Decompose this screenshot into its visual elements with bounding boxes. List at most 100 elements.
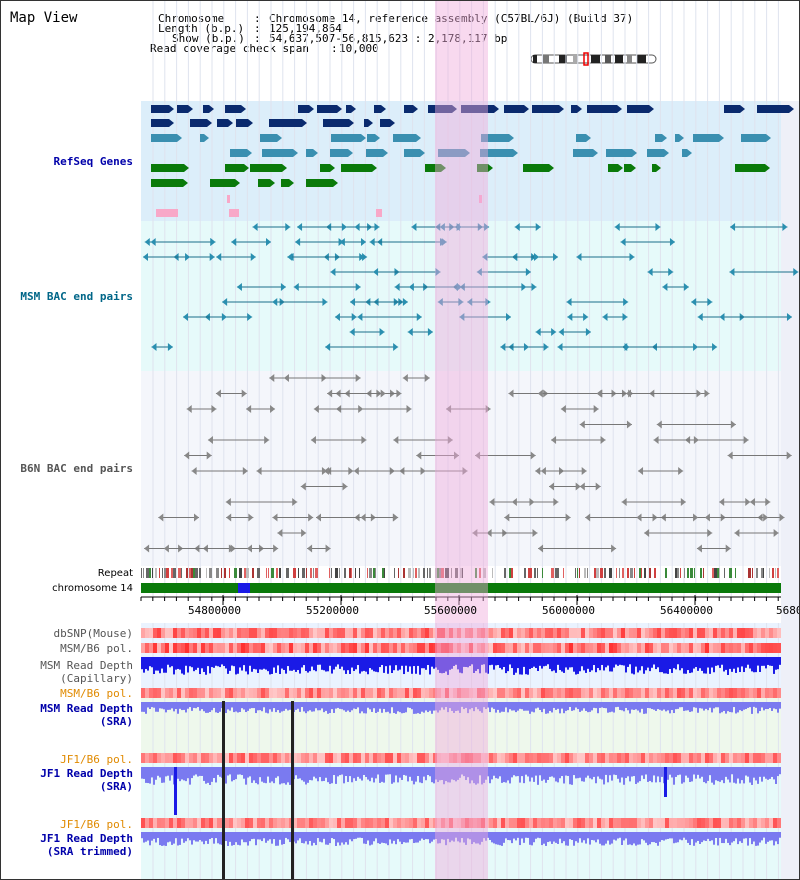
polymorphism-cell [577, 688, 581, 698]
polymorphism-cell [185, 818, 189, 828]
polymorphism-cell [741, 628, 745, 638]
read-depth-bar [359, 832, 361, 838]
read-depth-bar [657, 702, 659, 710]
bac-end-icon [287, 253, 293, 261]
read-depth-bar [245, 702, 247, 713]
polymorphism-cell [745, 818, 749, 828]
polymorphism-cell [437, 643, 441, 653]
polymorphism-cell [553, 753, 557, 763]
repeat-feature [748, 568, 751, 578]
read-depth-bar [753, 832, 755, 842]
read-depth-bar [523, 702, 525, 711]
dbsnp-label[interactable]: dbSNP(Mouse) [53, 627, 133, 640]
polymorphism-cell [429, 628, 433, 638]
refseq-pink-feature [229, 209, 239, 217]
msm-depth-capillary-label[interactable]: MSM Read Depth [40, 659, 133, 672]
bac-end-icon [669, 238, 675, 246]
bac-end-icon [691, 298, 697, 306]
axis-tick-label: 54800000 [188, 604, 241, 617]
polymorphism-cell [261, 818, 265, 828]
read-depth-bar [285, 832, 287, 838]
polymorphism-cell [317, 628, 321, 638]
gene-feature [367, 134, 375, 142]
read-depth-bar [713, 832, 715, 845]
bac-end-icon [226, 513, 232, 522]
read-depth-bar [521, 657, 523, 675]
msm-bac-label[interactable]: MSM BAC end pairs [20, 290, 133, 303]
read-depth-bar [641, 767, 643, 776]
read-depth-bar [595, 832, 597, 843]
read-depth-bar [391, 767, 393, 784]
read-depth-bar [173, 832, 175, 844]
polymorphism-cell [329, 688, 333, 698]
read-depth-bar [373, 832, 375, 842]
read-depth-bar [353, 702, 355, 709]
read-depth-bar [773, 657, 775, 674]
read-depth-bar [711, 767, 713, 783]
gene-arrow-icon [679, 134, 684, 142]
read-depth-bar [561, 702, 563, 709]
repeat-feature [268, 568, 269, 578]
read-depth-bar [505, 702, 507, 708]
polymorphism-cell [769, 628, 773, 638]
jf1-b6-pol-trimmed-label[interactable]: JF1/B6 pol. [60, 818, 133, 831]
repeat-feature [511, 568, 513, 578]
jf1-b6-pol-label[interactable]: JF1/B6 pol. [60, 753, 133, 766]
msm-depth-sra-label[interactable]: MSM Read Depth [40, 702, 133, 715]
read-depth-bar [331, 767, 333, 784]
read-depth-bar [233, 767, 235, 781]
read-depth-bar [399, 657, 401, 670]
polymorphism-cell [589, 753, 593, 763]
read-depth-bar [457, 657, 459, 670]
polymorphism-cell [653, 643, 657, 653]
gene-feature [675, 134, 679, 142]
read-depth-bar [613, 767, 615, 775]
read-depth-bar [157, 767, 159, 776]
read-depth-bar [275, 767, 277, 778]
polymorphism-cell [733, 688, 737, 698]
polymorphism-cell [469, 628, 473, 638]
jf1-depth-sra-label[interactable]: JF1 Read Depth [40, 767, 133, 780]
read-depth-bar [779, 702, 781, 709]
gene-feature [504, 105, 524, 113]
read-depth-bar [703, 832, 705, 841]
read-depth-bar [743, 702, 745, 710]
read-depth-bar [621, 657, 623, 666]
read-depth-bar [383, 767, 385, 783]
read-depth-bar [509, 657, 511, 665]
read-depth-bar [447, 702, 449, 713]
read-depth-bar [295, 832, 297, 844]
read-depth-bar [479, 657, 481, 674]
read-depth-bar [147, 767, 149, 784]
polymorphism-cell [753, 818, 757, 828]
msm-b6-pol-sra-label[interactable]: MSM/B6 pol. [60, 687, 133, 700]
read-depth-bar [633, 657, 635, 675]
polymorphism-cell [293, 818, 297, 828]
polymorphism-cell [513, 643, 517, 653]
polymorphism-cell [337, 818, 341, 828]
repeat-feature [329, 568, 330, 578]
read-depth-bar [581, 832, 583, 843]
read-depth-bar [339, 767, 341, 776]
polymorphism-cell [193, 753, 197, 763]
polymorphism-cell [449, 753, 453, 763]
polymorphism-cell [609, 688, 613, 698]
read-depth-bar [537, 702, 539, 708]
polymorphism-cell [149, 753, 153, 763]
polymorphism-cell [641, 818, 645, 828]
refseq-label[interactable]: RefSeq Genes [53, 155, 133, 168]
bac-end-icon [719, 313, 725, 321]
read-depth-bar [189, 767, 191, 785]
read-depth-bar [697, 767, 699, 775]
polymorphism-cell [561, 688, 565, 698]
read-depth-bar [163, 657, 165, 673]
jf1-depth-trimmed-label[interactable]: JF1 Read Depth [40, 832, 133, 845]
read-depth-bar [717, 657, 719, 666]
msm-b6-pol-label[interactable]: MSM/B6 pol. [60, 642, 133, 655]
repeat-feature [367, 568, 368, 578]
polymorphism-cell [333, 628, 337, 638]
polymorphism-cell [265, 753, 269, 763]
read-depth-bar [451, 767, 453, 780]
read-depth-bar [439, 767, 441, 781]
b6n-bac-label[interactable]: B6N BAC end pairs [20, 462, 133, 475]
